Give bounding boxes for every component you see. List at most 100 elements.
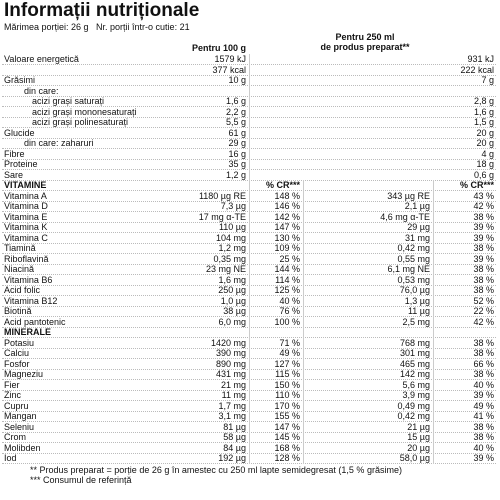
value-per-100g: 58 µg bbox=[223, 432, 246, 442]
value-per-serving: 0,55 mg bbox=[397, 253, 430, 264]
value-per-100g: 81 µg bbox=[223, 421, 246, 432]
nutrient-label: Niacină bbox=[4, 264, 35, 274]
value-per-serving: 4,6 mg α-TE bbox=[380, 211, 430, 222]
cr-per-100g: 150 % bbox=[274, 379, 300, 390]
cr-per-serving: 49 % bbox=[473, 400, 494, 411]
cr-per-100g: 168 % bbox=[274, 442, 300, 453]
value-per-serving: 0,6 g bbox=[473, 169, 494, 180]
value-per-serving: 11 µg bbox=[407, 306, 430, 316]
cr-per-serving: 42 % bbox=[473, 316, 494, 327]
value-per-serving: 301 mg bbox=[399, 348, 430, 358]
nutrient-label: Vitamina B6 bbox=[4, 274, 53, 285]
cr-per-serving: 40 % bbox=[473, 379, 494, 390]
value-per-100g: 0,35 mg bbox=[213, 253, 246, 264]
cr-per-100g: 170 % bbox=[274, 400, 300, 411]
value-per-100g: 3,1 mg bbox=[218, 411, 246, 421]
nutrient-label: Cupru bbox=[4, 400, 29, 411]
nutrient-label: Tiamină bbox=[4, 243, 36, 253]
column-divider bbox=[433, 180, 434, 327]
cr-per-100g: 147 % bbox=[274, 421, 300, 432]
value-per-100g: 390 mg bbox=[215, 348, 246, 358]
nutrient-label: Zinc bbox=[4, 390, 22, 400]
cr-per-serving: 22 % bbox=[473, 306, 494, 316]
nutrient-label: Calciu bbox=[4, 348, 30, 358]
value-per-100g: 38 µg bbox=[223, 306, 246, 316]
value-per-serving: 20 g bbox=[476, 127, 494, 138]
column-divider bbox=[433, 327, 434, 464]
nutrient-label: Acid pantotenic bbox=[4, 316, 66, 327]
nutrient-label: Biotină bbox=[4, 306, 32, 316]
column-header: Pentru 250 ml bbox=[335, 32, 395, 42]
value-per-serving: 3,9 mg bbox=[402, 390, 430, 400]
nutrient-label: Grăsimi bbox=[4, 75, 35, 85]
column-divider bbox=[249, 54, 250, 180]
nutrient-label: din care: bbox=[24, 85, 59, 96]
value-per-100g: 2,2 g bbox=[225, 106, 246, 117]
value-per-serving: 465 mg bbox=[399, 358, 430, 369]
value-per-100g: 16 g bbox=[228, 148, 246, 159]
column-divider bbox=[249, 180, 250, 327]
cr-per-serving: 43 % bbox=[473, 190, 494, 201]
section-title: VITAMINE bbox=[4, 180, 47, 190]
cr-per-serving: 39 % bbox=[473, 222, 494, 232]
value-per-100g: 11 mg bbox=[221, 390, 246, 400]
value-per-serving: 931 kJ bbox=[467, 54, 494, 64]
nutrient-label: acizi grași mononesaturați bbox=[32, 106, 137, 117]
value-per-serving: 343 µg RE bbox=[387, 190, 430, 201]
column-header: Pentru 100 g bbox=[191, 43, 246, 53]
nutrient-label: Fibre bbox=[4, 148, 25, 159]
cr-per-100g: 147 % bbox=[274, 222, 300, 232]
nutrient-label: Valoare energetică bbox=[4, 54, 79, 64]
cr-per-serving: 41 % bbox=[473, 411, 494, 421]
cr-per-serving: 38 % bbox=[473, 421, 494, 432]
nutrient-label: Sare bbox=[4, 169, 24, 180]
value-per-serving: 29 µg bbox=[407, 222, 430, 232]
value-per-100g: 6,0 mg bbox=[218, 316, 246, 327]
nutrient-label: Vitamina K bbox=[4, 222, 48, 232]
value-per-100g: 192 µg bbox=[218, 453, 246, 463]
cr-per-100g: 114 % bbox=[275, 274, 300, 285]
cr-per-100g: 142 % bbox=[274, 211, 300, 222]
value-per-serving: 1,6 g bbox=[473, 106, 494, 117]
nutrient-label: Seleniu bbox=[4, 421, 35, 432]
cr-per-100g: 71 % bbox=[279, 337, 300, 348]
value-per-100g: 431 mg bbox=[215, 369, 246, 379]
cr-per-100g: 100 % bbox=[274, 316, 300, 327]
nutrient-label: Proteine bbox=[4, 159, 38, 169]
value-per-100g: 23 mg NE bbox=[205, 264, 246, 274]
value-per-100g: 104 mg bbox=[215, 232, 246, 243]
value-per-serving: 6,1 mg NE bbox=[387, 264, 430, 274]
table-row bbox=[2, 453, 496, 464]
value-per-100g: 84 µg bbox=[223, 442, 246, 453]
nutrient-label: Vitamina A bbox=[4, 190, 47, 201]
cr-per-serving: 38 % bbox=[473, 369, 494, 379]
value-per-100g: 377 kcal bbox=[212, 64, 246, 75]
column-divider bbox=[303, 327, 304, 464]
footnote: ** Produs preparat = porție de 26 g în a… bbox=[30, 464, 402, 475]
footnote: *** Consumul de referință bbox=[30, 475, 132, 485]
value-per-100g: 29 g bbox=[228, 138, 246, 148]
nutrient-label: Potasiu bbox=[4, 337, 35, 348]
nutrient-label: Acid folic bbox=[4, 285, 41, 295]
nutrient-label: acizi grași saturați bbox=[32, 96, 105, 106]
cr-per-100g: 110 % bbox=[275, 390, 300, 400]
value-per-serving: 0,49 mg bbox=[397, 400, 430, 411]
section-title: MINERALE bbox=[4, 327, 51, 337]
value-per-100g: 1,6 g bbox=[225, 96, 246, 106]
value-per-100g: 250 µg bbox=[218, 285, 246, 295]
cr-per-100g: 155 % bbox=[274, 411, 300, 421]
value-per-serving: 142 mg bbox=[399, 369, 430, 379]
cr-per-100g: 144 % bbox=[274, 264, 300, 274]
cr-per-100g: 40 % bbox=[279, 295, 300, 306]
cr-per-serving: 42 % bbox=[473, 201, 494, 211]
cr-per-100g: 76 % bbox=[279, 306, 300, 316]
value-per-serving: 20 µg bbox=[407, 442, 430, 453]
value-per-serving: 0,42 mg bbox=[397, 411, 430, 421]
value-per-100g: 17 mg α-TE bbox=[198, 211, 246, 222]
nutrient-label: Vitamina B12 bbox=[4, 295, 58, 306]
cr-per-serving: 38 % bbox=[473, 274, 494, 285]
value-per-100g: 1,7 mg bbox=[218, 400, 246, 411]
value-per-serving: 76,0 µg bbox=[399, 285, 430, 295]
value-per-serving: 7 g bbox=[481, 75, 494, 85]
value-per-serving: 4 g bbox=[481, 148, 494, 159]
